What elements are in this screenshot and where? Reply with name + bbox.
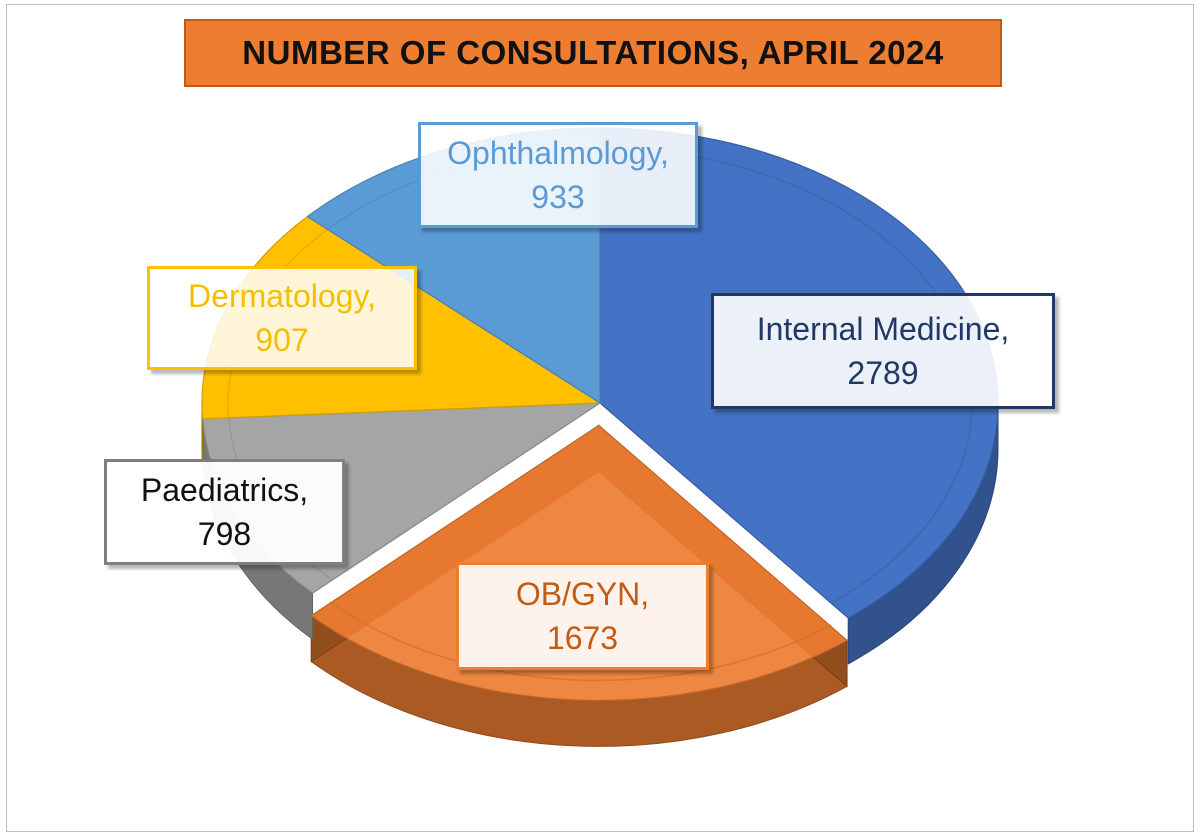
- label-paediatrics-value: 798: [197, 516, 252, 552]
- data-label-internal-medicine: Internal Medicine, 2789: [711, 293, 1055, 409]
- label-ob-gyn-name: OB/GYN,: [515, 576, 650, 612]
- label-ophthalmology-value: 933: [531, 179, 585, 215]
- data-label-ob-gyn: OB/GYN, 1673: [456, 562, 709, 670]
- chart-title: NUMBER OF CONSULTATIONS, APRIL 2024: [242, 34, 944, 71]
- label-dermatology-name: Dermatology,: [188, 278, 376, 314]
- data-label-ophthalmology: Ophthalmology, 933: [418, 122, 698, 228]
- label-paediatrics-name: Paediatrics,: [140, 472, 309, 508]
- chart-title-box: NUMBER OF CONSULTATIONS, APRIL 2024: [184, 19, 1002, 87]
- label-dermatology-value: 907: [255, 322, 309, 358]
- label-ophthalmology-name: Ophthalmology,: [447, 135, 669, 171]
- label-internal-medicine-value: 2789: [847, 355, 919, 391]
- data-label-paediatrics: Paediatrics, 798: [104, 459, 345, 565]
- label-internal-medicine-name: Internal Medicine,: [756, 311, 1010, 347]
- slice-bevel-ob-gyn: [329, 601, 832, 682]
- label-ob-gyn-value: 1673: [546, 620, 619, 656]
- data-label-dermatology: Dermatology, 907: [147, 266, 417, 370]
